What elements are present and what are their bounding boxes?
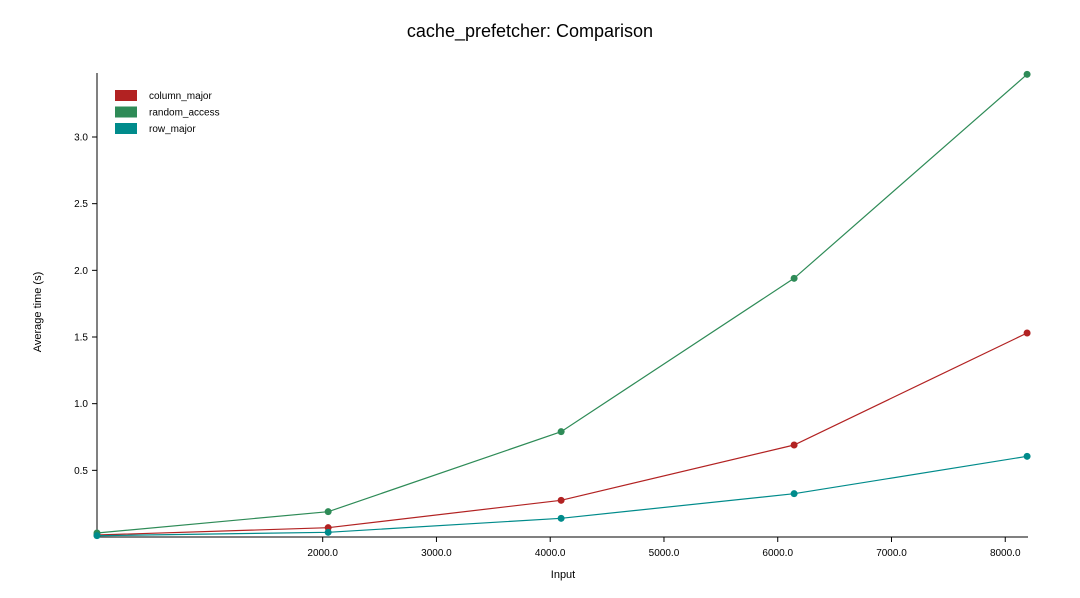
data-point-row_major	[790, 490, 798, 498]
data-point-random_access	[324, 508, 332, 516]
chart-title: cache_prefetcher: Comparison	[407, 21, 653, 42]
y-tick-label: 1.0	[74, 399, 88, 410]
x-tick-label: 5000.0	[649, 548, 680, 559]
legend-swatch-column_major	[115, 90, 137, 101]
x-ticks: 2000.0 3000.0 4000.0 5000.0 6000.0 7000.0 8000…	[307, 537, 1021, 559]
legend: column_major random_access row_major	[115, 90, 220, 135]
x-tick-label: 7000.0	[876, 548, 907, 559]
y-tick-label: 3.0	[74, 133, 88, 144]
x-axis-label: Input	[551, 569, 575, 581]
x-tick-label: 3000.0	[421, 548, 452, 559]
x-tick-label: 2000.0	[307, 548, 338, 559]
y-tick-label: 0.5	[74, 466, 88, 477]
legend-swatch-random_access	[115, 106, 137, 118]
series-points	[93, 70, 1031, 540]
data-point-random_access	[557, 428, 565, 436]
y-tick-label: 1.5	[74, 333, 88, 344]
x-tick-label: 4000.0	[535, 548, 566, 559]
y-tick-label: 2.5	[74, 199, 88, 210]
data-point-random_access	[790, 274, 798, 282]
data-point-column_major	[790, 441, 798, 449]
legend-label: random_access	[149, 108, 220, 119]
series-lines	[96, 73, 1028, 537]
data-point-column_major	[557, 496, 565, 504]
x-tick-label: 8000.0	[990, 548, 1021, 559]
data-point-row_major	[324, 528, 332, 536]
series-line-random_access	[96, 73, 1028, 534]
x-tick-label: 6000.0	[762, 548, 793, 559]
y-tick-label: 2.0	[74, 266, 88, 277]
series-line-row_major	[96, 455, 1028, 537]
data-point-row_major	[93, 532, 101, 540]
legend-label: row_major	[149, 124, 196, 135]
data-point-row_major	[557, 514, 565, 522]
legend-label: column_major	[149, 91, 212, 102]
data-point-column_major	[1023, 329, 1031, 337]
y-axis-label: Average time (s)	[32, 272, 44, 353]
data-point-row_major	[1023, 452, 1031, 460]
data-point-random_access	[1023, 70, 1031, 78]
y-ticks: 0.5 1.0 1.5 2.0 2.5 3.0	[74, 133, 97, 477]
legend-swatch-row_major	[115, 123, 137, 134]
